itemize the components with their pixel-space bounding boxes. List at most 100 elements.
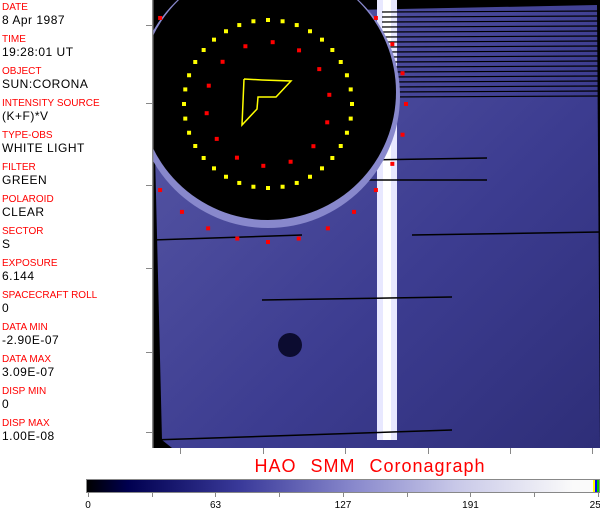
red-inner-marker xyxy=(206,83,211,88)
colorbar-tick xyxy=(342,492,344,497)
red-limb-marker xyxy=(373,15,378,20)
yellow-limb-marker xyxy=(308,174,312,179)
yellow-limb-marker xyxy=(201,155,206,160)
scan-line xyxy=(381,20,600,23)
axis-tick xyxy=(592,448,593,454)
scan-line xyxy=(381,30,600,33)
red-limb-marker xyxy=(158,15,163,20)
yellow-limb-marker xyxy=(251,184,256,189)
yellow-limb-marker xyxy=(201,48,206,53)
scan-line xyxy=(381,60,600,63)
yellow-limb-marker xyxy=(224,29,228,34)
field-label: DISP MIN xyxy=(2,386,47,397)
red-limb-marker xyxy=(373,188,378,193)
axis-tick xyxy=(146,103,152,104)
red-limb-marker xyxy=(390,161,395,166)
field-label: INTENSITY SOURCE xyxy=(2,98,100,109)
yellow-limb-marker xyxy=(348,116,353,121)
field-label: SPACECRAFT ROLL xyxy=(2,290,98,301)
image-left-axis xyxy=(152,0,154,448)
field-value: 1.00E-08 xyxy=(2,429,55,443)
yellow-limb-marker xyxy=(224,174,228,179)
field-label: SECTOR xyxy=(2,226,44,237)
colorbar-yellow-mark xyxy=(593,480,595,492)
red-inner-marker xyxy=(234,155,239,160)
yellow-limb-marker xyxy=(237,23,242,28)
field-exposure: EXPOSURE 6.144 xyxy=(2,258,58,283)
red-limb-marker xyxy=(400,132,405,137)
scan-line xyxy=(381,75,600,78)
field-label: DATA MIN xyxy=(2,322,48,333)
colorbar-tick-label: 127 xyxy=(334,500,352,511)
field-label: DATE xyxy=(2,2,28,13)
field-data-min: DATA MIN -2.90E-07 xyxy=(2,322,59,347)
field-label: TIME xyxy=(2,34,26,45)
field-filter: FILTER GREEN xyxy=(2,162,47,187)
red-inner-marker xyxy=(261,163,266,168)
yellow-limb-marker xyxy=(308,29,312,34)
field-label: DATA MAX xyxy=(2,354,52,365)
instrument-title: HAO SMM Coronagraph xyxy=(254,456,486,476)
red-inner-marker xyxy=(243,44,248,49)
occulting-disk xyxy=(152,0,396,220)
red-inner-marker xyxy=(288,159,293,164)
field-value: CLEAR xyxy=(2,205,45,219)
colorbar-tick xyxy=(279,492,281,497)
scan-line xyxy=(381,65,600,68)
scan-line xyxy=(381,10,600,13)
yellow-limb-marker xyxy=(338,144,343,148)
yellow-limb-marker xyxy=(338,60,343,64)
red-limb-marker xyxy=(325,226,330,231)
coronagraph-image[interactable] xyxy=(152,0,600,448)
field-label: EXPOSURE xyxy=(2,258,58,269)
yellow-limb-marker xyxy=(280,19,285,24)
field-value: 19:28:01 UT xyxy=(2,45,74,59)
red-inner-marker xyxy=(220,59,225,64)
yellow-limb-marker xyxy=(212,37,217,42)
scan-line xyxy=(381,50,600,53)
red-limb-marker xyxy=(296,236,301,241)
yellow-limb-marker xyxy=(280,184,285,189)
yellow-limb-marker xyxy=(330,155,335,160)
field-data-max: DATA MAX 3.09E-07 xyxy=(2,354,55,379)
red-inner-marker xyxy=(327,92,332,97)
yellow-limb-marker xyxy=(350,102,354,106)
yellow-limb-marker xyxy=(187,130,192,135)
scan-line xyxy=(381,25,600,28)
axis-tick xyxy=(146,352,152,353)
yellow-limb-marker xyxy=(294,180,299,185)
colorbar-tick-label: 255 xyxy=(589,500,600,511)
yellow-limb-marker xyxy=(330,48,335,53)
yellow-limb-marker xyxy=(193,60,198,64)
yellow-limb-marker xyxy=(266,186,270,190)
red-limb-marker xyxy=(352,209,357,214)
yellow-limb-marker xyxy=(182,102,186,106)
red-inner-marker xyxy=(317,67,322,72)
red-limb-marker xyxy=(206,226,211,231)
red-inner-marker xyxy=(297,48,302,53)
colorbar-tick xyxy=(597,492,599,497)
field-value: GREEN xyxy=(2,173,48,187)
limb-markers xyxy=(158,15,408,244)
red-limb-marker xyxy=(400,71,405,76)
scan-line xyxy=(381,80,600,83)
field-disp-min: DISP MIN 0 xyxy=(2,386,46,411)
yellow-limb-marker xyxy=(344,73,349,78)
red-limb-marker xyxy=(235,236,240,241)
yellow-limb-marker xyxy=(187,73,192,78)
dark-spot xyxy=(278,333,302,357)
field-intensity-source: INTENSITY SOURCE (K+F)*V xyxy=(2,98,100,123)
colorbar-tick xyxy=(406,492,408,497)
header-info-panel: DATE 8 Apr 1987 TIME 19:28:01 UT OBJECT SUN:C… xyxy=(0,0,150,448)
axis-tick xyxy=(146,268,152,269)
red-inner-marker xyxy=(270,40,275,45)
yellow-limb-marker xyxy=(193,144,198,148)
field-value: 0 xyxy=(2,301,10,315)
yellow-limb-marker xyxy=(183,116,188,121)
field-disp-max: DISP MAX 1.00E-08 xyxy=(2,418,55,443)
field-label: POLAROID xyxy=(2,194,54,205)
field-type-obs: TYPE-OBS WHITE LIGHT xyxy=(2,130,85,155)
field-value: SUN:CORONA xyxy=(2,77,89,91)
axis-tick xyxy=(180,448,181,454)
field-label: FILTER xyxy=(2,162,36,173)
